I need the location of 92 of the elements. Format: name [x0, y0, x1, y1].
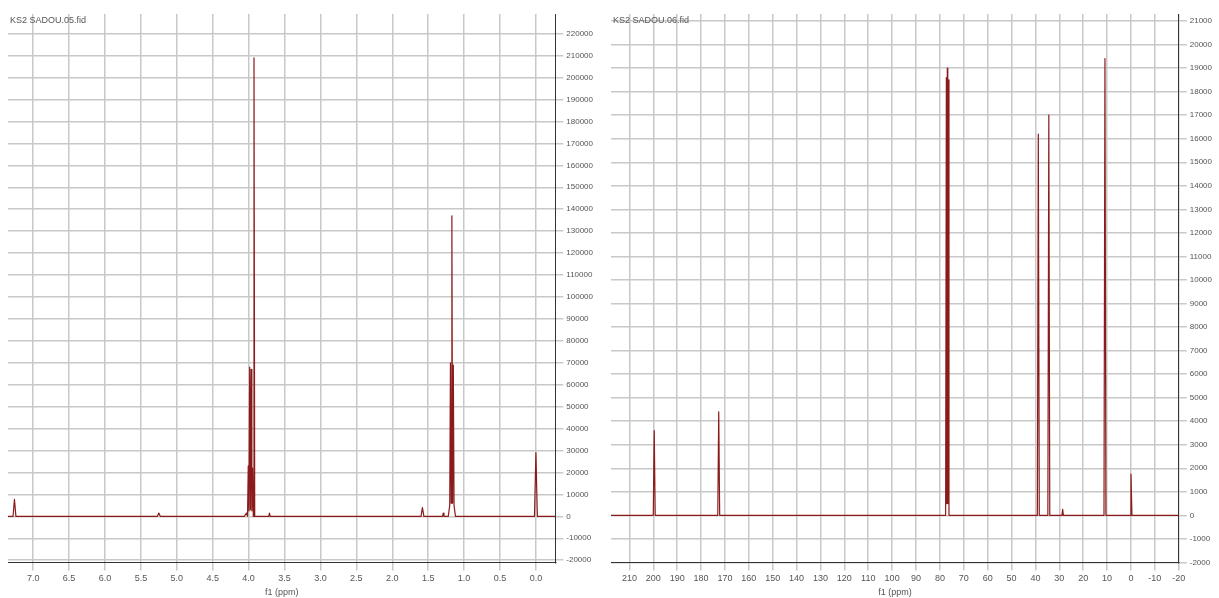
- y-tick-label: 11000: [1189, 251, 1212, 261]
- x-tick-label: 190: [669, 573, 685, 584]
- x-tick-label: 110: [861, 573, 876, 584]
- y-tick-label: 4000: [1189, 416, 1209, 426]
- y-tick-label: 9000: [1189, 298, 1209, 308]
- annotation: KS2 SADOU.06.fid: [613, 14, 690, 25]
- x-tick-label: 4.5: [206, 573, 219, 584]
- y-tick-label: 200000: [566, 72, 594, 82]
- y-tick-label: 19000: [1189, 63, 1213, 73]
- y-tick-label: 90000: [566, 314, 590, 324]
- y-tick-label: 20000: [1189, 39, 1213, 49]
- x-tick-label: 80: [934, 573, 945, 584]
- y-tick-label: 13000: [1189, 204, 1213, 214]
- x-tick-label: 0: [1128, 573, 1134, 584]
- y-tick-label: 14000: [1189, 181, 1213, 191]
- y-tick-label: 15000: [1189, 157, 1213, 167]
- x-tick-label: 1.5: [421, 573, 435, 584]
- y-tick-label: 210000: [566, 50, 594, 60]
- y-tick-label: 180000: [566, 116, 594, 126]
- x-tick-label: 3.5: [278, 573, 291, 584]
- x-axis-title: f1 (ppm): [264, 587, 299, 598]
- x-tick-label: 150: [765, 573, 781, 584]
- y-tick-label: 8000: [1189, 322, 1209, 332]
- y-tick-label: 50000: [566, 401, 590, 411]
- y-tick-label: 7000: [1189, 345, 1209, 355]
- x-tick-label: 140: [789, 573, 805, 584]
- x-tick-label: 40: [1030, 573, 1041, 584]
- x-tick-label: 50: [1006, 573, 1017, 584]
- y-tick-label: 100000: [566, 292, 594, 302]
- x-tick-label: 5.5: [134, 573, 148, 584]
- y-tick-label: 30000: [566, 445, 590, 455]
- x-tick-label: 170: [717, 573, 733, 584]
- y-tick-label: -10000: [566, 533, 592, 543]
- y-tick-label: 12000: [1189, 228, 1213, 238]
- x-tick-label: 20: [1078, 573, 1089, 584]
- x-tick-label: 6.5: [62, 573, 76, 584]
- y-tick-label: 130000: [566, 226, 594, 236]
- x-tick-label: 3.0: [314, 573, 327, 584]
- x-axis-title: f1 (ppm): [878, 587, 912, 598]
- y-tick-label: 140000: [566, 204, 594, 214]
- x-tick-label: 160: [741, 573, 757, 584]
- y-tick-label: 10000: [566, 489, 590, 499]
- y-tick-label: 20000: [566, 467, 590, 477]
- y-tick-label: 190000: [566, 94, 594, 104]
- x-tick-label: 100: [884, 573, 900, 584]
- x-tick-label: 70: [958, 573, 969, 584]
- y-tick-label: 60000: [566, 379, 590, 389]
- y-tick-label: 1000: [1189, 486, 1209, 496]
- x-tick-label: 2.0: [386, 573, 399, 584]
- x-tick-label: 30: [1054, 573, 1065, 584]
- y-tick-label: 170000: [566, 138, 594, 148]
- y-tick-label: 6000: [1189, 369, 1209, 379]
- x-tick-label: 10: [1102, 573, 1113, 584]
- y-tick-label: 21000: [1189, 16, 1213, 26]
- y-tick-label: 80000: [566, 336, 590, 346]
- x-tick-label: 200: [645, 573, 661, 584]
- x-tick-label: 60: [982, 573, 993, 584]
- y-tick-label: 18000: [1189, 86, 1213, 96]
- x-tick-label: 4.0: [242, 573, 255, 584]
- y-tick-label: 120000: [566, 248, 594, 258]
- x-tick-label: 5.0: [170, 573, 184, 584]
- y-tick-label: 150000: [566, 182, 594, 192]
- y-tick-label: 40000: [566, 423, 590, 433]
- y-tick-label: 160000: [566, 160, 594, 170]
- y-tick-label: -20000: [566, 555, 592, 565]
- y-tick-label: 70000: [566, 357, 590, 367]
- y-tick-label: 10000: [1189, 275, 1213, 285]
- x-tick-label: 130: [812, 573, 828, 584]
- x-tick-label: 90: [911, 573, 922, 584]
- x-tick-label: 1.0: [457, 573, 471, 584]
- y-tick-label: 220000: [566, 28, 594, 38]
- y-tick-label: 2000: [1189, 463, 1209, 473]
- y-tick-label: -1000: [1189, 534, 1211, 544]
- y-tick-label: 17000: [1189, 110, 1213, 120]
- annotation: KS2 SADOU.05.fid: [10, 14, 87, 25]
- y-tick-label: 5000: [1189, 392, 1209, 402]
- x-tick-label: 0.5: [493, 573, 507, 584]
- y-tick-label: 3000: [1189, 439, 1209, 449]
- y-tick-label: 16000: [1189, 133, 1213, 143]
- x-tick-label: -10: [1148, 573, 1162, 584]
- x-tick-label: -20: [1172, 573, 1186, 584]
- x-tick-label: 0.0: [529, 573, 543, 584]
- y-tick-label: 110000: [566, 270, 593, 280]
- x-tick-label: 7.0: [26, 573, 40, 584]
- x-tick-label: 6.0: [98, 573, 112, 584]
- y-tick-label: -2000: [1189, 557, 1211, 567]
- y-tick-label: 0: [1189, 510, 1195, 520]
- x-tick-label: 2.5: [350, 573, 363, 584]
- x-tick-label: 120: [836, 573, 852, 584]
- x-tick-label: 180: [693, 573, 709, 584]
- y-tick-label: 0: [566, 511, 572, 521]
- x-tick-label: 210: [621, 573, 637, 584]
